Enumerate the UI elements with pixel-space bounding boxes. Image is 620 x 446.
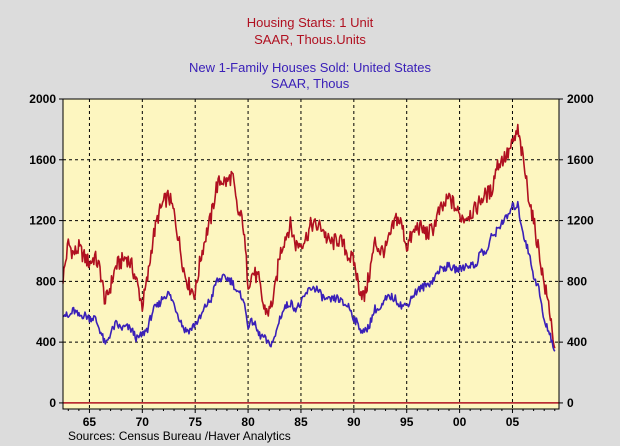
source-note: Sources: Census Bureau /Haver Analytics — [68, 429, 291, 443]
series-layer — [62, 123, 556, 352]
y-tick-label-left-1600: 1600 — [29, 153, 56, 167]
x-tick-label-90: 90 — [347, 415, 361, 429]
x-tick-label-00: 00 — [453, 415, 467, 429]
grid — [63, 99, 559, 409]
x-tick-label-70: 70 — [136, 415, 150, 429]
plot-frame — [62, 98, 560, 410]
plot-area — [63, 99, 559, 409]
x-tick-label-65: 65 — [83, 415, 97, 429]
tick-layer — [59, 98, 563, 413]
series-line-2 — [62, 200, 556, 352]
x-tick-label-75: 75 — [189, 415, 203, 429]
y-tick-label-left-800: 800 — [36, 274, 56, 288]
x-tick-label-05: 05 — [506, 415, 520, 429]
y-tick-label-right-400: 400 — [567, 335, 587, 349]
chart-title-line-4: SAAR, Thous — [270, 76, 350, 91]
chart-title-line-1: Housing Starts: 1 Unit — [246, 15, 374, 30]
y-tick-label-left-1200: 1200 — [29, 214, 56, 228]
y-tick-label-right-0: 0 — [567, 396, 574, 410]
y-tick-label-left-0: 0 — [49, 396, 56, 410]
y-tick-label-left-400: 400 — [36, 335, 56, 349]
series-line-1 — [62, 123, 556, 349]
y-tick-label-right-800: 800 — [567, 274, 587, 288]
chart-title-line-3: New 1-Family Houses Sold: United States — [188, 60, 432, 75]
y-tick-label-left-2000: 2000 — [29, 92, 56, 106]
x-tick-label-95: 95 — [400, 415, 414, 429]
chart-title-line-2: SAAR, Thous.Units — [254, 32, 366, 47]
x-tick-label-80: 80 — [241, 415, 255, 429]
y-tick-label-right-2000: 2000 — [567, 92, 594, 106]
x-tick-label-85: 85 — [294, 415, 308, 429]
y-tick-label-right-1200: 1200 — [567, 214, 594, 228]
y-tick-label-right-1600: 1600 — [567, 153, 594, 167]
